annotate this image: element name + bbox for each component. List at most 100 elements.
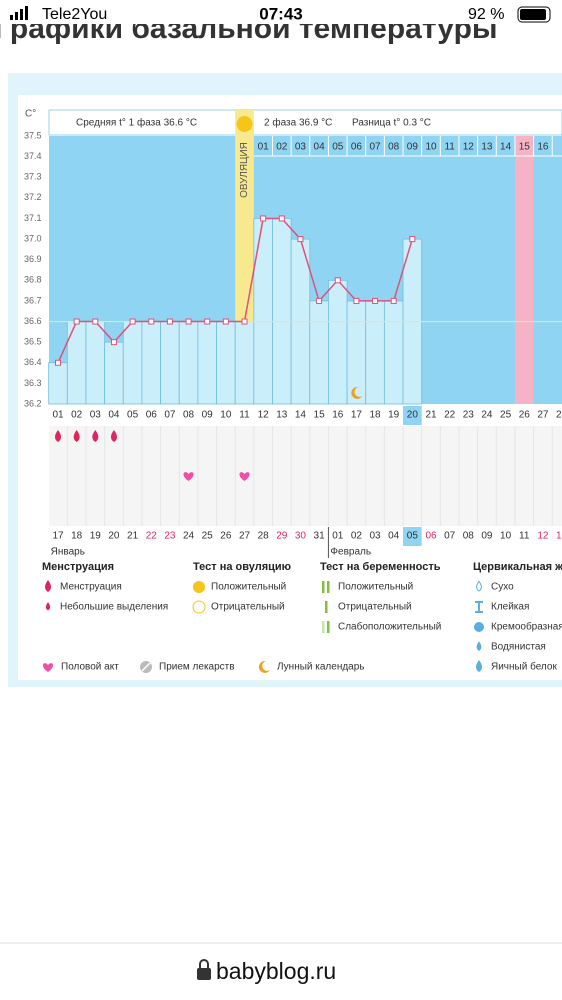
legend-item: Клейкая	[491, 602, 529, 613]
date-label: 20	[108, 531, 120, 542]
bar	[104, 341, 124, 405]
bar	[122, 321, 143, 405]
legend-item: Менструация	[60, 582, 122, 593]
bar	[253, 218, 273, 405]
date-label: 29	[276, 531, 288, 542]
day-label: 11	[239, 410, 250, 421]
bar	[328, 279, 348, 405]
legend-title: Тест на овуляцию	[193, 561, 291, 573]
day-label: 17	[351, 410, 363, 421]
date-label: 26	[220, 531, 232, 542]
month-label: Январь	[51, 547, 85, 558]
temperature-point	[260, 215, 267, 222]
phase2-day: 13	[481, 142, 493, 153]
y-tick-label: 36.4	[24, 357, 42, 367]
legend-icon	[258, 660, 270, 673]
signal-icon	[10, 6, 28, 20]
battery-fill	[520, 9, 546, 20]
phase2-day: 01	[258, 142, 270, 153]
phase1-label: Средняя t° 1 фаза 36.6 °C	[76, 117, 197, 129]
date-label: 06	[425, 531, 437, 542]
legend-icon	[475, 601, 483, 613]
day-label: 16	[332, 410, 344, 421]
menstruation-drop	[73, 430, 80, 442]
battery-icon	[517, 6, 551, 23]
temperature-point	[148, 318, 155, 325]
legend-icon	[322, 581, 325, 593]
day-label: 14	[295, 410, 307, 421]
legend-icon	[193, 581, 205, 593]
phase2-day: 08	[388, 142, 400, 153]
date-label: 01	[332, 531, 344, 542]
legend-icon	[474, 622, 484, 632]
date-label: 04	[388, 531, 400, 542]
date-label: 03	[369, 531, 381, 542]
legend-item: Яичный белок	[491, 661, 557, 673]
legend-item: Половой акт	[61, 662, 119, 673]
temperature-point	[222, 318, 229, 325]
ovulation-sun	[236, 116, 253, 132]
phase2-day: 04	[314, 142, 326, 153]
legend-icon	[141, 662, 151, 672]
day-label: 02	[71, 410, 83, 421]
y-axis-label: C°	[25, 109, 36, 120]
legend-icon	[327, 581, 330, 593]
temperature-point	[129, 318, 136, 325]
today-highlight	[403, 406, 422, 425]
menstruation-drop	[110, 430, 117, 442]
temperature-point	[73, 318, 80, 325]
lock-icon	[197, 959, 211, 980]
legend-item: Отрицательный	[211, 602, 285, 613]
day-label: 12	[258, 410, 270, 421]
bar	[383, 300, 404, 405]
day-label: 20	[407, 410, 419, 421]
legend-title: Менструация	[42, 561, 114, 573]
day-label: 09	[202, 410, 214, 421]
legend-item: Прием лекарств	[159, 662, 235, 673]
y-tick-label: 37.2	[24, 192, 42, 202]
legend-item: Лунный календарь	[277, 662, 365, 673]
legend-title: Цервикальная жидкость	[473, 561, 562, 573]
day-label: 22	[444, 410, 456, 421]
date-label: 22	[146, 531, 158, 542]
date-row	[49, 527, 562, 546]
legend-icon	[476, 580, 482, 592]
date-label: 23	[164, 531, 176, 542]
symbol-area	[49, 426, 562, 526]
date-label: 21	[127, 531, 139, 542]
bar	[160, 321, 180, 405]
difference-label: Разница t° 0.3 °C	[352, 118, 431, 129]
bar	[234, 321, 255, 405]
temperature-line	[57, 217, 414, 364]
today-date-highlight	[403, 527, 422, 546]
bar	[197, 321, 217, 405]
date-label: 25	[202, 531, 214, 542]
day-label: 19	[388, 410, 400, 421]
date-label: 27	[239, 531, 251, 542]
day-label: 08	[183, 410, 195, 421]
bar	[66, 321, 87, 405]
y-tick-label: 37.5	[24, 130, 42, 140]
date-label: 08	[463, 531, 475, 542]
temperature-point	[204, 318, 211, 325]
phase2-day: 09	[407, 142, 419, 153]
legend-item: Сухо	[491, 582, 514, 593]
legend-item: Водянистая	[491, 642, 546, 653]
phase2-day: 07	[369, 142, 381, 153]
temperature-point	[92, 318, 99, 325]
header-row	[48, 109, 562, 136]
bar	[309, 300, 329, 405]
legend-icon	[476, 660, 482, 672]
date-label: 11	[519, 531, 530, 542]
temperature-point	[241, 318, 248, 325]
y-tick-label: 36.3	[24, 378, 42, 388]
legend-icon	[42, 663, 54, 672]
day-label: 06	[146, 410, 158, 421]
legend-item: Небольшие выделения	[60, 601, 168, 613]
legend-item: Положительный	[338, 582, 413, 593]
day-label: 13	[276, 410, 288, 421]
date-label: 02	[351, 531, 363, 542]
legend-icon	[325, 601, 328, 613]
phase2-day: 11	[444, 142, 455, 153]
